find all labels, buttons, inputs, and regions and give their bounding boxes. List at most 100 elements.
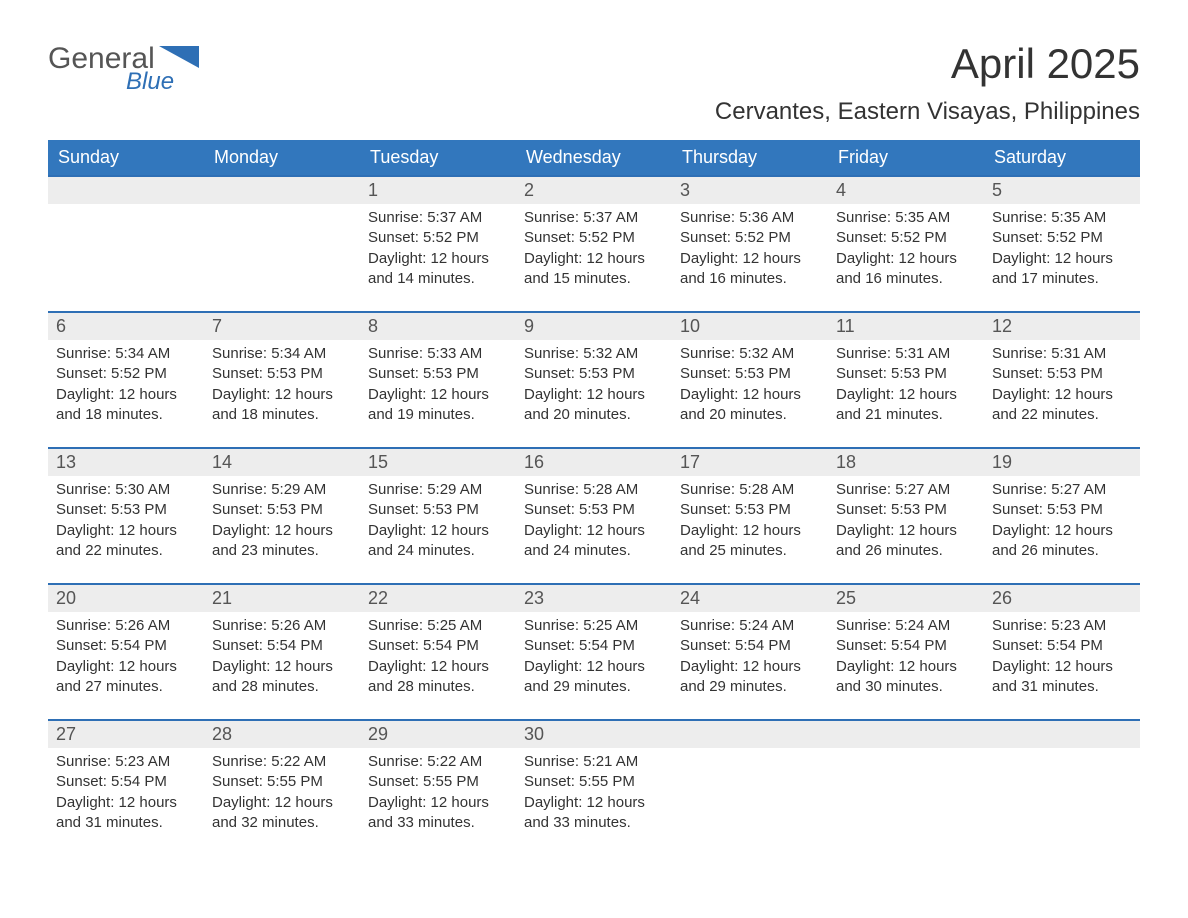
day-number: 4 bbox=[828, 177, 984, 204]
sunset-line: Sunset: 5:53 PM bbox=[524, 500, 664, 520]
day-details: Sunrise: 5:22 AMSunset: 5:55 PMDaylight:… bbox=[360, 748, 516, 843]
day-cell: 1Sunrise: 5:37 AMSunset: 5:52 PMDaylight… bbox=[360, 176, 516, 312]
sunset-line: Sunset: 5:52 PM bbox=[56, 364, 196, 384]
sunrise-line: Sunrise: 5:31 AM bbox=[992, 344, 1132, 364]
sunrise-line: Sunrise: 5:35 AM bbox=[836, 208, 976, 228]
day-number: 5 bbox=[984, 177, 1140, 204]
day-cell: 16Sunrise: 5:28 AMSunset: 5:53 PMDayligh… bbox=[516, 448, 672, 584]
sunset-line: Sunset: 5:53 PM bbox=[212, 500, 352, 520]
sunrise-line: Sunrise: 5:29 AM bbox=[212, 480, 352, 500]
week-row: 27Sunrise: 5:23 AMSunset: 5:54 PMDayligh… bbox=[48, 720, 1140, 856]
sunset-line: Sunset: 5:52 PM bbox=[992, 228, 1132, 248]
day-number: 13 bbox=[48, 449, 204, 476]
daylight-line: Daylight: 12 hours and 20 minutes. bbox=[524, 385, 664, 426]
daylight-line: Daylight: 12 hours and 32 minutes. bbox=[212, 793, 352, 834]
sunrise-line: Sunrise: 5:23 AM bbox=[992, 616, 1132, 636]
day-number: 16 bbox=[516, 449, 672, 476]
sunset-line: Sunset: 5:52 PM bbox=[836, 228, 976, 248]
sunrise-line: Sunrise: 5:22 AM bbox=[212, 752, 352, 772]
day-details: Sunrise: 5:23 AMSunset: 5:54 PMDaylight:… bbox=[48, 748, 204, 843]
daylight-line: Daylight: 12 hours and 17 minutes. bbox=[992, 249, 1132, 290]
sunset-line: Sunset: 5:54 PM bbox=[992, 636, 1132, 656]
sunrise-line: Sunrise: 5:26 AM bbox=[56, 616, 196, 636]
daylight-line: Daylight: 12 hours and 26 minutes. bbox=[992, 521, 1132, 562]
daylight-line: Daylight: 12 hours and 26 minutes. bbox=[836, 521, 976, 562]
day-number bbox=[984, 721, 1140, 748]
day-details: Sunrise: 5:37 AMSunset: 5:52 PMDaylight:… bbox=[516, 204, 672, 299]
day-details: Sunrise: 5:27 AMSunset: 5:53 PMDaylight:… bbox=[984, 476, 1140, 571]
daylight-line: Daylight: 12 hours and 31 minutes. bbox=[56, 793, 196, 834]
sunrise-line: Sunrise: 5:22 AM bbox=[368, 752, 508, 772]
day-number: 21 bbox=[204, 585, 360, 612]
day-cell: 5Sunrise: 5:35 AMSunset: 5:52 PMDaylight… bbox=[984, 176, 1140, 312]
sunrise-line: Sunrise: 5:28 AM bbox=[680, 480, 820, 500]
day-number bbox=[828, 721, 984, 748]
day-cell: 7Sunrise: 5:34 AMSunset: 5:53 PMDaylight… bbox=[204, 312, 360, 448]
day-number: 20 bbox=[48, 585, 204, 612]
day-cell: 12Sunrise: 5:31 AMSunset: 5:53 PMDayligh… bbox=[984, 312, 1140, 448]
day-details: Sunrise: 5:28 AMSunset: 5:53 PMDaylight:… bbox=[672, 476, 828, 571]
day-cell bbox=[828, 720, 984, 856]
brand-bottom: Blue bbox=[126, 70, 174, 94]
day-number: 9 bbox=[516, 313, 672, 340]
day-details: Sunrise: 5:31 AMSunset: 5:53 PMDaylight:… bbox=[828, 340, 984, 435]
day-cell: 26Sunrise: 5:23 AMSunset: 5:54 PMDayligh… bbox=[984, 584, 1140, 720]
sunset-line: Sunset: 5:53 PM bbox=[992, 364, 1132, 384]
sunset-line: Sunset: 5:54 PM bbox=[212, 636, 352, 656]
day-number: 3 bbox=[672, 177, 828, 204]
day-cell: 8Sunrise: 5:33 AMSunset: 5:53 PMDaylight… bbox=[360, 312, 516, 448]
day-cell: 29Sunrise: 5:22 AMSunset: 5:55 PMDayligh… bbox=[360, 720, 516, 856]
daylight-line: Daylight: 12 hours and 18 minutes. bbox=[212, 385, 352, 426]
day-cell: 6Sunrise: 5:34 AMSunset: 5:52 PMDaylight… bbox=[48, 312, 204, 448]
page-title: April 2025 bbox=[951, 40, 1140, 88]
day-number: 22 bbox=[360, 585, 516, 612]
day-number: 17 bbox=[672, 449, 828, 476]
sunrise-line: Sunrise: 5:21 AM bbox=[524, 752, 664, 772]
sunrise-line: Sunrise: 5:27 AM bbox=[836, 480, 976, 500]
day-details: Sunrise: 5:32 AMSunset: 5:53 PMDaylight:… bbox=[516, 340, 672, 435]
day-number: 30 bbox=[516, 721, 672, 748]
sunrise-line: Sunrise: 5:28 AM bbox=[524, 480, 664, 500]
day-details bbox=[672, 748, 828, 762]
daylight-line: Daylight: 12 hours and 16 minutes. bbox=[680, 249, 820, 290]
day-details: Sunrise: 5:26 AMSunset: 5:54 PMDaylight:… bbox=[48, 612, 204, 707]
sunset-line: Sunset: 5:55 PM bbox=[212, 772, 352, 792]
sunset-line: Sunset: 5:54 PM bbox=[368, 636, 508, 656]
daylight-line: Daylight: 12 hours and 23 minutes. bbox=[212, 521, 352, 562]
day-cell bbox=[984, 720, 1140, 856]
day-header: Sunday bbox=[48, 140, 204, 176]
sunset-line: Sunset: 5:53 PM bbox=[56, 500, 196, 520]
day-details: Sunrise: 5:34 AMSunset: 5:52 PMDaylight:… bbox=[48, 340, 204, 435]
calendar-table: SundayMondayTuesdayWednesdayThursdayFrid… bbox=[48, 140, 1140, 856]
day-cell: 3Sunrise: 5:36 AMSunset: 5:52 PMDaylight… bbox=[672, 176, 828, 312]
day-cell: 2Sunrise: 5:37 AMSunset: 5:52 PMDaylight… bbox=[516, 176, 672, 312]
sunrise-line: Sunrise: 5:37 AM bbox=[524, 208, 664, 228]
week-row: 1Sunrise: 5:37 AMSunset: 5:52 PMDaylight… bbox=[48, 176, 1140, 312]
daylight-line: Daylight: 12 hours and 18 minutes. bbox=[56, 385, 196, 426]
day-details bbox=[204, 204, 360, 218]
day-details: Sunrise: 5:28 AMSunset: 5:53 PMDaylight:… bbox=[516, 476, 672, 571]
sunrise-line: Sunrise: 5:32 AM bbox=[524, 344, 664, 364]
day-details: Sunrise: 5:37 AMSunset: 5:52 PMDaylight:… bbox=[360, 204, 516, 299]
daylight-line: Daylight: 12 hours and 24 minutes. bbox=[368, 521, 508, 562]
day-number: 7 bbox=[204, 313, 360, 340]
day-number bbox=[204, 177, 360, 204]
daylight-line: Daylight: 12 hours and 29 minutes. bbox=[680, 657, 820, 698]
day-details: Sunrise: 5:33 AMSunset: 5:53 PMDaylight:… bbox=[360, 340, 516, 435]
header: General Blue April 2025 bbox=[48, 40, 1140, 94]
brand-logo: General Blue bbox=[48, 40, 199, 94]
sunset-line: Sunset: 5:53 PM bbox=[368, 364, 508, 384]
sunrise-line: Sunrise: 5:30 AM bbox=[56, 480, 196, 500]
day-number: 19 bbox=[984, 449, 1140, 476]
sunset-line: Sunset: 5:53 PM bbox=[836, 364, 976, 384]
day-details: Sunrise: 5:32 AMSunset: 5:53 PMDaylight:… bbox=[672, 340, 828, 435]
day-details: Sunrise: 5:24 AMSunset: 5:54 PMDaylight:… bbox=[672, 612, 828, 707]
daylight-line: Daylight: 12 hours and 16 minutes. bbox=[836, 249, 976, 290]
sunset-line: Sunset: 5:53 PM bbox=[992, 500, 1132, 520]
day-details: Sunrise: 5:23 AMSunset: 5:54 PMDaylight:… bbox=[984, 612, 1140, 707]
day-cell: 30Sunrise: 5:21 AMSunset: 5:55 PMDayligh… bbox=[516, 720, 672, 856]
day-details: Sunrise: 5:35 AMSunset: 5:52 PMDaylight:… bbox=[984, 204, 1140, 299]
day-cell: 13Sunrise: 5:30 AMSunset: 5:53 PMDayligh… bbox=[48, 448, 204, 584]
day-header-row: SundayMondayTuesdayWednesdayThursdayFrid… bbox=[48, 140, 1140, 176]
sunrise-line: Sunrise: 5:26 AM bbox=[212, 616, 352, 636]
